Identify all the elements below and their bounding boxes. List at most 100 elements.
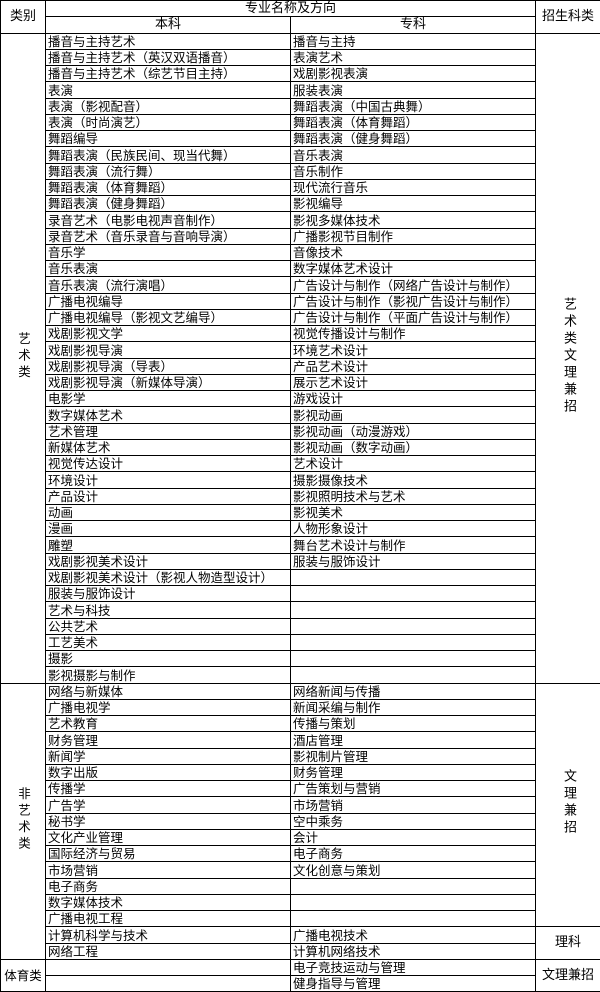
college-major: 环境艺术设计 — [289, 341, 537, 359]
college-major: 影视照明技术与艺术 — [289, 487, 537, 505]
college-major: 传播与策划 — [289, 714, 537, 733]
college-major: 服装与服饰设计 — [289, 552, 537, 570]
table-row: 舞蹈表演（健身舞蹈） 影视编导 — [1, 194, 600, 213]
undergrad-major: 市场营销 — [45, 861, 291, 879]
undergrad-major: 舞蹈表演（健身舞蹈） — [45, 194, 291, 213]
college-major — [289, 584, 537, 603]
table-row: 录音艺术（电影电视声音制作） 影视多媒体技术 — [1, 211, 600, 229]
undergrad-major: 新闻学 — [45, 747, 291, 765]
college-major: 艺术设计 — [289, 454, 537, 473]
category-cell: 体育类 — [0, 958, 46, 992]
undergrad-major: 新媒体艺术 — [45, 438, 291, 457]
table-row: 广播电视工程 — [1, 909, 600, 928]
college-major: 电子商务 — [289, 844, 537, 863]
undergrad-major: 数字媒体技术 — [45, 893, 291, 912]
college-major: 影视动画（数字动画） — [289, 438, 537, 457]
college-major: 空中乘务 — [289, 812, 537, 830]
college-major: 人物形象设计 — [289, 519, 537, 538]
undergrad-major: 音乐学 — [45, 243, 291, 262]
undergrad-major: 计算机科学与技术 — [45, 926, 291, 944]
table-row: 音乐表演 数字媒体艺术设计 — [1, 259, 600, 278]
undergrad-major: 舞蹈表演（流行舞） — [45, 162, 291, 180]
category-label: 体育类 — [4, 967, 42, 983]
category-label: 非艺术类 — [16, 786, 31, 853]
table-row: 计算机科学与技术 广播电视技术 理科 — [1, 926, 600, 960]
college-major: 影视美术 — [289, 503, 537, 522]
table-row: 播音与主持艺术（综艺节目主持） 戏剧影视表演 — [1, 64, 600, 83]
undergrad-major: 工艺美术 — [45, 633, 291, 652]
enroll-type-cell: 艺术类文理兼招 — [535, 32, 600, 684]
college-major: 电子竞技运动与管理 — [289, 958, 537, 977]
undergrad-major: 广播电视学 — [45, 698, 291, 717]
undergrad-major: 播音与主持艺术 — [45, 32, 291, 50]
undergrad-major: 戏剧影视文学 — [45, 324, 291, 343]
table-row: 舞蹈表演（流行舞） 音乐制作 — [1, 162, 600, 180]
college-major: 市场营销 — [289, 796, 537, 814]
undergrad-major: 广播电视编导 — [45, 292, 291, 310]
college-major: 音像技术 — [289, 243, 537, 262]
table-row: 广告学 市场营销 — [1, 796, 600, 814]
undergrad-major: 网络与新媒体 — [45, 682, 291, 700]
undergrad-major: 表演 — [45, 81, 291, 99]
college-major: 广告设计与制作（网络广告设计与制作） — [289, 276, 537, 294]
header-undergrad: 本科 — [45, 16, 291, 34]
undergrad-major: 数字出版 — [45, 763, 291, 782]
college-major: 会计 — [289, 828, 537, 847]
table-row: 艺术管理 影视动画（动漫游戏） — [1, 422, 600, 440]
undergrad-major: 播音与主持艺术（英汉双语播音） — [45, 48, 291, 67]
enroll-type-label: 艺术类文理兼招 — [561, 296, 577, 416]
undergrad-major: 数字媒体艺术 — [45, 406, 291, 424]
undergrad-major: 漫画 — [45, 519, 291, 538]
undergrad-major: 电子商务 — [45, 877, 291, 895]
table-row: 戏剧影视导演（导表） 产品艺术设计 — [1, 357, 600, 375]
undergrad-major: 环境设计 — [45, 471, 291, 489]
college-major: 广告设计与制作（影视广告设计与制作） — [289, 292, 537, 310]
undergrad-major: 秘书学 — [45, 812, 291, 830]
table-row: 动画 影视美术 — [1, 503, 600, 522]
table-row: 戏剧影视美术设计 服装与服饰设计 — [1, 552, 600, 570]
table-row: 市场营销 文化创意与策划 — [1, 861, 600, 879]
undergrad-major: 舞蹈编导 — [45, 129, 291, 148]
college-major — [289, 617, 537, 635]
undergrad-major: 艺术教育 — [45, 714, 291, 733]
college-major: 现代流行音乐 — [289, 178, 537, 197]
undergrad-major: 雕塑 — [45, 536, 291, 554]
table-row: 表演（影视配音） 舞蹈表演（中国古典舞） — [1, 97, 600, 115]
undergrad-major: 音乐表演 — [45, 259, 291, 278]
college-major: 舞蹈表演（中国古典舞） — [289, 97, 537, 115]
undergrad-major: 艺术与科技 — [45, 601, 291, 619]
table-row: 传播学 广告策划与营销 — [1, 779, 600, 798]
college-major — [289, 601, 537, 619]
undergrad-major: 戏剧影视美术设计 — [45, 552, 291, 570]
undergrad-major: 影视摄影与制作 — [45, 666, 291, 684]
college-major — [289, 633, 537, 652]
header-college: 专科 — [289, 16, 537, 34]
college-major: 戏剧影视表演 — [289, 64, 537, 83]
table-row: 艺术与科技 — [1, 601, 600, 619]
college-major: 音乐表演 — [289, 146, 537, 164]
college-major: 舞台艺术设计与制作 — [289, 536, 537, 554]
table-row: 音乐学 音像技术 — [1, 243, 600, 262]
table-row: 工艺美术 — [1, 633, 600, 652]
table-row: 音乐表演（流行演唱） 广告设计与制作（网络广告设计与制作） — [1, 276, 600, 294]
undergrad-major — [45, 974, 291, 992]
table-row: 体育类 电子竞技运动与管理 文理兼招 — [0, 958, 600, 992]
undergrad-major: 戏剧影视导演（导表） — [45, 357, 291, 375]
college-major: 影视动画（动漫游戏） — [289, 422, 537, 440]
undergrad-major: 产品设计 — [45, 487, 291, 505]
table-row: 漫画 人物形象设计 — [1, 519, 600, 538]
header-row: 类别 专业名称及方向 招生科类 — [0, 0, 600, 34]
table-row: 舞蹈表演（体育舞蹈） 现代流行音乐 — [1, 178, 600, 197]
undergrad-major: 视觉传达设计 — [45, 454, 291, 473]
table-row: 电子商务 — [1, 877, 600, 895]
table-row: 摄影 — [1, 649, 600, 668]
undergrad-major: 戏剧影视导演 — [45, 341, 291, 359]
table-row: 广播电视编导（影视文艺编导） 广告设计与制作（平面广告设计与制作） — [1, 308, 600, 327]
college-major: 音乐制作 — [289, 162, 537, 180]
college-major: 健身指导与管理 — [289, 974, 537, 992]
college-major: 摄影摄像技术 — [289, 471, 537, 489]
college-major: 服装表演 — [289, 81, 537, 99]
table-row: 电影学 游戏设计 — [1, 389, 600, 408]
college-major: 游戏设计 — [289, 389, 537, 408]
undergrad-major: 戏剧影视导演（新媒体导演） — [45, 373, 291, 392]
